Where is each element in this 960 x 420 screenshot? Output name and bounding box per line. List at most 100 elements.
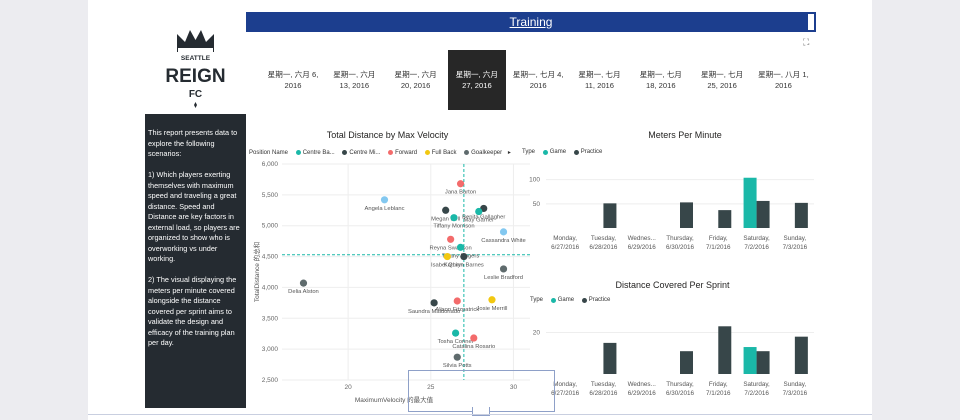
date-slicer-item[interactable]: 星期一, 六月 20, 2016 bbox=[387, 50, 445, 110]
scatter-point-label: May Garner bbox=[463, 218, 494, 224]
date-line-1: 星期一, 六月 bbox=[333, 70, 376, 79]
date-line-2: 2016 bbox=[774, 81, 792, 90]
bar-category-label: Monday, bbox=[553, 235, 577, 242]
scatter-point bbox=[447, 235, 455, 243]
bar-practice bbox=[794, 202, 808, 228]
scatter-point-label: Leslie Bradford bbox=[484, 275, 523, 281]
date-slicer-item[interactable]: 星期一, 七月 4, 2016 bbox=[509, 50, 567, 110]
legend-item: Game bbox=[557, 297, 575, 303]
bar-y-tick: 50 bbox=[533, 201, 541, 208]
scatter-y-tick: 5,000 bbox=[262, 223, 279, 230]
bar-practice bbox=[680, 351, 693, 374]
mpm-legend: Type Game Practice bbox=[522, 149, 602, 156]
bar-category-label: Friday, bbox=[709, 235, 728, 242]
date-line-1: 星期一, 七月 bbox=[578, 70, 621, 79]
legend-item: Practice bbox=[580, 149, 603, 155]
date-slicer-item[interactable]: 星期一, 六月 27, 2016 bbox=[447, 50, 506, 110]
team-logo: SEATTLE REIGN FC bbox=[145, 12, 246, 114]
bottom-divider bbox=[88, 414, 872, 415]
scatter-chart[interactable]: 2,500 3,000 3,500 4,000 4,500 5,000 5,500 6,000… bbox=[246, 158, 536, 408]
date-line-1: 星期一, 八月 1, bbox=[758, 70, 809, 79]
date-slicer-item[interactable]: 星期一, 八月 1, 2016 bbox=[754, 50, 812, 110]
selection-handle[interactable] bbox=[472, 407, 490, 416]
legend-next-icon: ▸ bbox=[507, 150, 511, 156]
scatter-point bbox=[475, 207, 483, 216]
scatter-point-label: Reyna Swanson bbox=[430, 245, 472, 251]
scatter-point bbox=[470, 334, 478, 342]
scatter-point-label: Silvia Potts bbox=[443, 363, 472, 369]
dps-legend: Type Game Practice bbox=[530, 297, 610, 304]
date-slicer-item[interactable]: 星期一, 七月 25, 2016 bbox=[693, 50, 751, 110]
logo-line-3: FC bbox=[189, 89, 202, 100]
scatter-point bbox=[453, 353, 461, 361]
vertical-scrollbar[interactable] bbox=[808, 14, 814, 30]
date-line-1: 星期一, 七月 bbox=[700, 70, 744, 79]
scatter-point-label: Catalina Rosario bbox=[452, 344, 495, 350]
scatter-point bbox=[488, 296, 496, 304]
date-slicer-item[interactable]: 星期一, 七月 11, 2016 bbox=[571, 50, 629, 110]
date-line-2: 2016 bbox=[284, 81, 302, 90]
bar-category-label: 6/27/2016 bbox=[551, 244, 580, 251]
date-line-1: 星期一, 七月 4, bbox=[512, 70, 564, 79]
legend-dot-icon bbox=[388, 150, 394, 155]
dps-title: Distance Covered Per Sprint bbox=[615, 280, 730, 290]
bar-category-label: 7/3/2016 bbox=[783, 244, 808, 251]
bar-category-label: Thursday, bbox=[666, 235, 694, 242]
bar-practice bbox=[603, 203, 617, 228]
legend-item: Full Back bbox=[431, 149, 457, 156]
bar-practice bbox=[794, 336, 808, 374]
scatter-point-label: Isabel Quinn bbox=[431, 263, 464, 269]
scatter-point-label: Josie Merrill bbox=[477, 306, 508, 312]
legend-dot-icon bbox=[342, 150, 348, 155]
meters-per-minute-chart[interactable]: 100 50 Monday, 6/27/2016 Tuesday, 6/28/2016 We… bbox=[524, 158, 816, 258]
legend-item: Centre Ba... bbox=[302, 149, 335, 156]
bar-category-label: Saturday, bbox=[743, 381, 770, 388]
bar-category-label: 7/3/2016 bbox=[783, 390, 808, 397]
distance-per-sprint-chart[interactable]: 20 Monday, 6/27/2016 Tuesday, 6/28/2016 Wedne… bbox=[524, 306, 816, 410]
selection-box[interactable] bbox=[408, 370, 555, 412]
bar-category-label: 6/30/2016 bbox=[666, 390, 695, 397]
scatter-point bbox=[499, 228, 508, 236]
scatter-point bbox=[442, 206, 450, 214]
logo-line-2: REIGN bbox=[165, 66, 225, 87]
bar-practice bbox=[718, 210, 732, 228]
focus-mode-icon[interactable]: ⛶ bbox=[803, 37, 810, 47]
scatter-y-tick: 3,500 bbox=[262, 315, 279, 322]
date-line-2: 11, 2016 bbox=[585, 81, 614, 90]
scatter-y-tick: 2,500 bbox=[262, 377, 279, 384]
bar-category-label: Tuesday, bbox=[591, 235, 616, 242]
date-slicer-item[interactable]: 星期一, 六月 6, 2016 bbox=[264, 50, 322, 110]
bar-category-label: 7/2/2016 bbox=[744, 244, 769, 251]
legend-title: Position Name bbox=[249, 149, 289, 156]
scatter-point bbox=[450, 214, 458, 222]
legend-dot-icon bbox=[424, 150, 430, 155]
date-line-1: 星期一, 六月 6, bbox=[267, 70, 319, 79]
scatter-y-tick: 4,000 bbox=[262, 284, 279, 291]
report-title-link[interactable]: Training bbox=[509, 15, 553, 29]
bar-category-label: Saturday, bbox=[743, 235, 770, 242]
bar-category-label: Thursday, bbox=[666, 381, 694, 388]
bar-category-label: Sunday, bbox=[784, 381, 807, 388]
bar-category-label: 6/28/2016 bbox=[589, 390, 618, 397]
scatter-x-label: MaximumVelocity 的最大值 bbox=[355, 395, 434, 404]
date-line-1: 星期一, 六月 bbox=[394, 70, 437, 79]
date-line-1: 星期一, 七月 bbox=[639, 70, 682, 79]
scatter-point bbox=[456, 180, 465, 188]
date-line-2: 2016 bbox=[529, 81, 547, 90]
bar-category-label: Tuesday, bbox=[591, 381, 616, 388]
legend-item: Goalkeeper bbox=[471, 149, 503, 156]
scatter-point bbox=[452, 329, 460, 337]
date-slicer-item[interactable]: 星期一, 六月 13, 2016 bbox=[325, 50, 383, 110]
bar-y-tick: 100 bbox=[529, 177, 540, 184]
scatter-point bbox=[460, 252, 468, 261]
scatter-point bbox=[430, 299, 438, 307]
scatter-point-label: Alison Fitzpatrick bbox=[435, 307, 479, 313]
scatter-y-tick: 6,000 bbox=[262, 161, 279, 168]
date-line-2: 25, 2016 bbox=[707, 81, 737, 90]
bar-category-label: 6/29/2016 bbox=[628, 244, 657, 251]
scatter-point-label: Tiffany Morrison bbox=[433, 224, 474, 230]
date-slicer-item[interactable]: 星期一, 七月 18, 2016 bbox=[632, 50, 690, 110]
date-slicer: 星期一, 六月 6, 2016 星期一, 六月 13, 2016 星期一, 六月 20, … bbox=[256, 50, 809, 110]
legend-title: Type bbox=[522, 149, 536, 155]
bar-practice bbox=[603, 342, 617, 374]
